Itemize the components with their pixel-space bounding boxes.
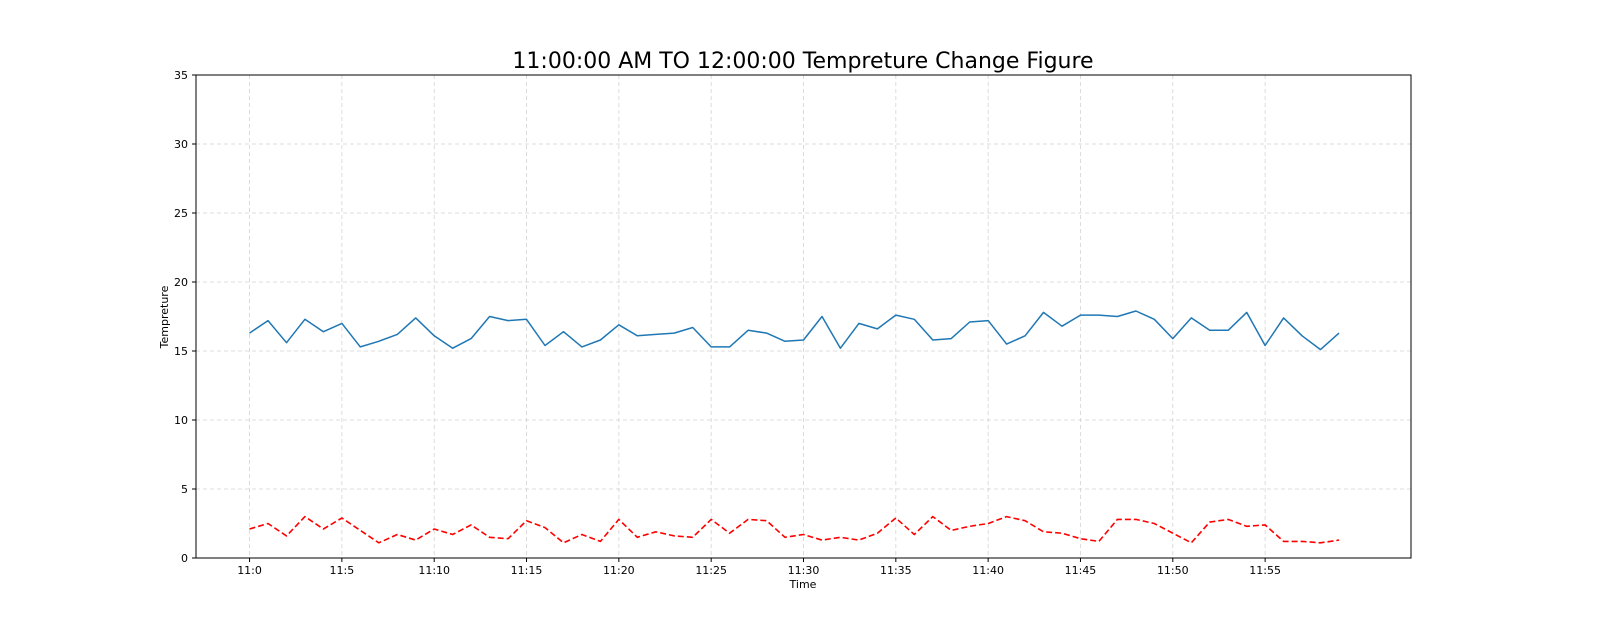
x-tick-label: 11:10 — [418, 564, 450, 577]
x-tick-label: 11:0 — [237, 564, 262, 577]
y-axis-title: Tempreture — [158, 285, 171, 349]
series-layer — [249, 310, 1340, 544]
y-tick-label: 15 — [174, 345, 188, 358]
x-tick-label: 11:20 — [603, 564, 635, 577]
x-tick-label: 11:5 — [330, 564, 355, 577]
grid-layer — [196, 74, 1411, 559]
x-axis-title: Time — [789, 578, 817, 591]
x-tick-label: 11:40 — [972, 564, 1004, 577]
series-line-2 — [249, 515, 1340, 544]
x-tick-label: 11:15 — [511, 564, 543, 577]
y-tick-label: 30 — [174, 138, 188, 151]
x-tick-label: 11:35 — [880, 564, 912, 577]
y-tick-label: 35 — [174, 69, 188, 82]
y-tick-label: 0 — [181, 552, 188, 565]
x-tick-label: 11:30 — [788, 564, 820, 577]
chart-title: 11:00:00 AM TO 12:00:00 Tempreture Chang… — [512, 49, 1093, 74]
y-tick-label: 10 — [174, 414, 188, 427]
tick-layer: 0 5 10 15 20 25 30 35 11:0 11:5 11:10 11:15 11:20 11:… — [174, 69, 1281, 577]
series-line-1 — [249, 310, 1340, 351]
x-tick-label: 11:55 — [1249, 564, 1281, 577]
x-tick-label: 11:45 — [1065, 564, 1097, 577]
x-tick-label: 11:25 — [695, 564, 727, 577]
y-tick-label: 20 — [174, 276, 188, 289]
x-tick-label: 11:50 — [1157, 564, 1189, 577]
y-tick-label: 25 — [174, 207, 188, 220]
y-tick-label: 5 — [181, 483, 188, 496]
